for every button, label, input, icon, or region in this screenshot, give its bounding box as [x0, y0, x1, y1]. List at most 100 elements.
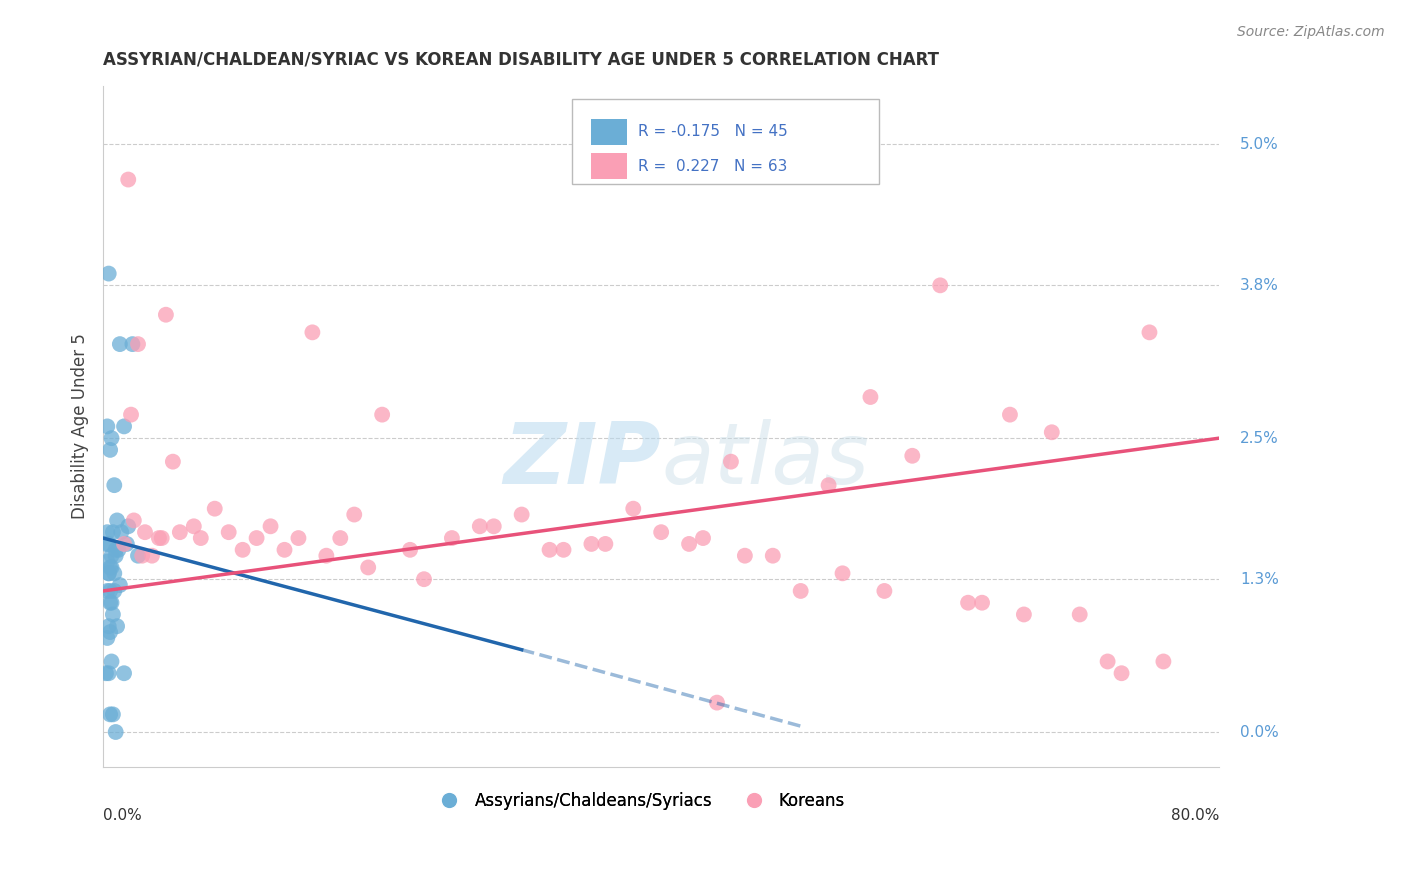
Point: [115, 537, 138, 551]
Point: [357, 560, 380, 574]
Point: [218, 525, 240, 540]
Point: [413, 572, 436, 586]
Point: [315, 549, 337, 563]
Point: [100, 549, 122, 563]
Point: [105, 513, 128, 527]
Point: [1152, 655, 1174, 669]
Point: [98, 625, 121, 640]
Point: [97, 619, 120, 633]
Point: [120, 408, 142, 422]
Point: [112, 537, 135, 551]
Point: [1111, 666, 1133, 681]
Point: [1040, 425, 1063, 440]
Point: [122, 513, 145, 527]
Point: [155, 308, 177, 322]
Text: ASSYRIAN/CHALDEAN/SYRIAC VS KOREAN DISABILITY AGE UNDER 5 CORRELATION CHART: ASSYRIAN/CHALDEAN/SYRIAC VS KOREAN DISAB…: [103, 51, 939, 69]
Point: [831, 566, 853, 581]
Point: [104, 725, 127, 739]
Point: [101, 707, 124, 722]
Point: [101, 607, 124, 622]
FancyBboxPatch shape: [572, 99, 879, 185]
Point: [103, 584, 125, 599]
Point: [873, 584, 896, 599]
Text: 2.5%: 2.5%: [1240, 431, 1279, 446]
Point: [720, 455, 742, 469]
Legend: Assyrians/Chaldeans/Syriacs, Koreans: Assyrians/Chaldeans/Syriacs, Koreans: [426, 786, 852, 817]
Point: [97, 566, 120, 581]
Point: [169, 525, 191, 540]
Point: [678, 537, 700, 551]
Point: [96, 631, 118, 645]
Point: [1069, 607, 1091, 622]
Point: [1012, 607, 1035, 622]
Point: [817, 478, 839, 492]
Point: [98, 442, 121, 457]
Point: [859, 390, 882, 404]
Text: R =  0.227   N = 63: R = 0.227 N = 63: [638, 159, 787, 174]
Point: [108, 578, 131, 592]
Point: [371, 408, 394, 422]
Text: atlas: atlas: [661, 419, 869, 502]
Point: [399, 542, 422, 557]
Point: [108, 337, 131, 351]
Point: [510, 508, 533, 522]
Point: [468, 519, 491, 533]
Text: 1.3%: 1.3%: [1240, 572, 1279, 587]
Point: [98, 707, 121, 722]
Point: [482, 519, 505, 533]
Point: [329, 531, 352, 545]
Point: [1139, 326, 1161, 340]
Point: [110, 525, 132, 540]
Point: [94, 537, 117, 551]
Point: [134, 525, 156, 540]
Point: [901, 449, 924, 463]
Point: [98, 560, 121, 574]
Point: [762, 549, 785, 563]
Point: [1097, 655, 1119, 669]
Point: [621, 501, 644, 516]
Y-axis label: Disability Age Under 5: Disability Age Under 5: [72, 334, 89, 519]
Point: [104, 542, 127, 557]
Text: 80.0%: 80.0%: [1171, 808, 1219, 823]
Point: [232, 542, 254, 557]
Point: [96, 584, 118, 599]
Point: [970, 596, 993, 610]
Point: [650, 525, 672, 540]
Point: [112, 666, 135, 681]
Point: [103, 478, 125, 492]
Point: [301, 326, 323, 340]
Point: [96, 419, 118, 434]
Point: [245, 531, 267, 545]
Text: 5.0%: 5.0%: [1240, 136, 1279, 152]
Point: [107, 542, 129, 557]
Point: [553, 542, 575, 557]
Point: [183, 519, 205, 533]
Point: [100, 655, 122, 669]
Point: [104, 549, 127, 563]
Point: [117, 172, 139, 186]
Point: [150, 531, 173, 545]
Point: [97, 566, 120, 581]
Point: [96, 525, 118, 540]
Bar: [591, 119, 627, 145]
Point: [97, 537, 120, 551]
Point: [734, 549, 756, 563]
Point: [97, 666, 120, 681]
Point: [190, 531, 212, 545]
Point: [117, 519, 139, 533]
Point: [343, 508, 366, 522]
Text: R = -0.175   N = 45: R = -0.175 N = 45: [638, 124, 787, 139]
Point: [706, 696, 728, 710]
Point: [96, 555, 118, 569]
Point: [581, 537, 603, 551]
Point: [98, 596, 121, 610]
Point: [998, 408, 1021, 422]
Point: [100, 560, 122, 574]
Text: ZIP: ZIP: [503, 419, 661, 502]
Point: [127, 549, 149, 563]
Point: [97, 267, 120, 281]
Point: [101, 525, 124, 540]
Point: [100, 596, 122, 610]
Point: [789, 584, 811, 599]
Text: 0.0%: 0.0%: [1240, 724, 1279, 739]
